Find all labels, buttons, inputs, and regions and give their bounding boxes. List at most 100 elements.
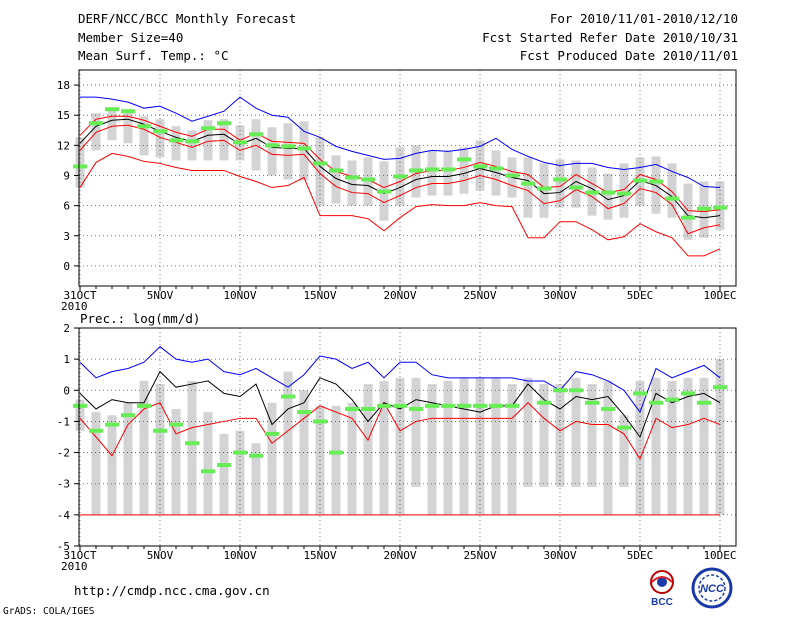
prec-observed-marker [281, 394, 295, 399]
temp-spread-bar [267, 127, 277, 176]
temp-spread-bar [315, 137, 325, 206]
prec-observed-marker [201, 469, 215, 474]
temp-observed-marker [217, 121, 231, 126]
temp-spread-bar [427, 150, 437, 196]
prec-spread-bar [619, 415, 629, 487]
bcc-logo-arc [651, 576, 673, 583]
prec-y-tick-label: -2 [57, 447, 70, 460]
prec-observed-marker [697, 400, 711, 405]
prec-observed-marker [505, 403, 519, 408]
prec-observed-marker [537, 400, 551, 405]
prec-observed-marker [633, 391, 647, 396]
prec-spread-bar [219, 433, 229, 515]
temp-observed-marker [185, 139, 199, 144]
prec-observed-marker [585, 400, 599, 405]
prec-observed-marker [217, 463, 231, 468]
prec-observed-marker [73, 403, 87, 408]
prec-spread-bar [155, 384, 165, 515]
prec-observed-marker [137, 403, 151, 408]
temp-observed-marker [393, 174, 407, 179]
temp-observed-marker [201, 126, 215, 131]
temp-spread-bar [283, 123, 293, 180]
bcc-logo: BCC [650, 570, 674, 608]
prec-y-tick-label: 1 [63, 353, 70, 366]
temp-max-line [80, 96, 721, 189]
temp-spread-bar [667, 163, 677, 218]
prec-x-tick-label: 10NOV [223, 549, 256, 562]
prec-x-tick-label: 10DEC [703, 549, 736, 562]
temp-spread-bar [219, 119, 229, 161]
prec-plot-frame [78, 327, 737, 547]
temp-y-tick-label: 6 [63, 200, 70, 213]
temp-spread-bar [571, 160, 581, 208]
temp-observed-marker [329, 168, 343, 173]
temp-observed-marker [297, 146, 311, 151]
temp-observed-marker [601, 190, 615, 195]
temp-observed-marker [281, 144, 295, 149]
temp-x-tick-label: 20NOV [383, 289, 416, 302]
temp-spread-bar [619, 163, 629, 218]
temp-spread-bar [555, 159, 565, 208]
ncc-logo-text: NCC [700, 583, 725, 595]
temp-spread-bar [459, 147, 469, 194]
source-url[interactable]: http://cmdp.ncc.cma.gov.cn [74, 583, 270, 598]
temp-spread-bar [603, 173, 613, 220]
temp-observed-marker [665, 196, 679, 201]
temp-observed-marker [713, 205, 727, 210]
bcc-logo-globe [657, 577, 667, 587]
temp-y-tick-label: 3 [63, 230, 70, 243]
prec-spread-bar [587, 384, 597, 487]
prec-observed-marker [89, 428, 103, 433]
prec-spread-bar [203, 412, 213, 515]
prec-y-tick-label: -3 [57, 478, 70, 491]
prec-spread-bar [107, 415, 117, 515]
temp-observed-marker [633, 178, 647, 183]
prec-y-tick-label: -5 [57, 540, 70, 553]
prec-x-tick-label: 20NOV [383, 549, 416, 562]
temp-observed-marker [697, 206, 711, 211]
temp-x-tick-label: 10DEC [703, 289, 736, 302]
prec-spread-bar [603, 380, 613, 515]
fcst-started-label: Fcst Started Refer Date 2010/10/31 [482, 30, 738, 45]
fcst-produced-label: Fcst Produced Date 2010/11/01 [519, 48, 738, 63]
prec-spread-bar [699, 377, 709, 515]
prec-spread-bar [283, 371, 293, 515]
temp-spread-bar [363, 157, 373, 206]
prec-observed-marker [169, 422, 183, 427]
prec-y-tick-label: -1 [57, 415, 70, 428]
temp-x-tick-label: 5NOV [147, 289, 174, 302]
prec-spread-bar [635, 380, 645, 515]
prec-spread-bar [395, 377, 405, 515]
temp-plot-frame [78, 69, 737, 287]
prec-observed-marker [489, 403, 503, 408]
prec-spread-bar [331, 405, 341, 515]
prec-spread-bar [427, 384, 437, 515]
prec-x-tick-label: 31OCT [63, 549, 96, 562]
prec-observed-marker [409, 406, 423, 411]
prec-spread-bar [443, 380, 453, 515]
prec-spread-bar [123, 402, 133, 515]
grads-credit: GrADS: COLA/IGES [3, 606, 95, 617]
prec-observed-marker [681, 391, 695, 396]
prec-observed-marker [153, 428, 167, 433]
temp-observed-marker [313, 161, 327, 166]
prec-observed-marker [569, 388, 583, 393]
temp-spread-bar [299, 121, 309, 181]
temp-spread-bar [347, 160, 357, 206]
temp-observed-marker [249, 132, 263, 137]
prec-observed-marker [713, 385, 727, 390]
temp-y-tick-label: 9 [63, 169, 70, 182]
prec-spread-bar [651, 377, 661, 515]
temp-x-year-label: 2010 [61, 300, 88, 313]
prec-spread-bar [267, 402, 277, 515]
temp-observed-marker [473, 164, 487, 169]
temp-observed-marker [169, 138, 183, 143]
prec-observed-marker [393, 403, 407, 408]
temp-x-tick-label: 15NOV [303, 289, 336, 302]
temp-min-line [79, 152, 721, 257]
prec-observed-marker [121, 413, 135, 418]
temp-spread-bar [139, 116, 149, 156]
prec-observed-marker [297, 410, 311, 415]
prec-observed-marker [441, 403, 455, 408]
